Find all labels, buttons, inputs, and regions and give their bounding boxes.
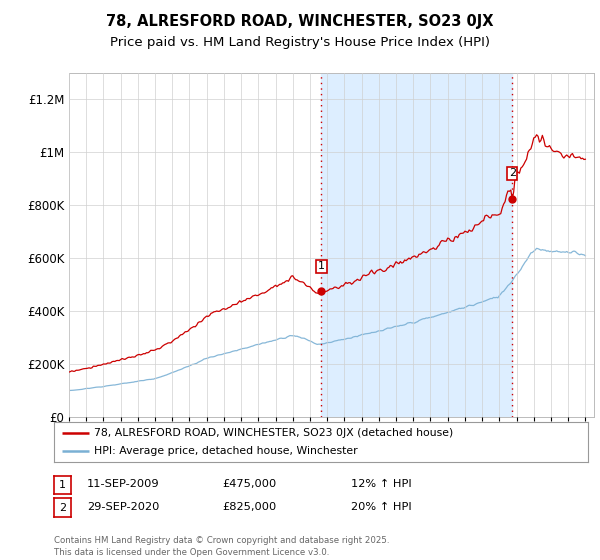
Text: 1: 1 xyxy=(318,261,325,271)
Bar xyxy=(322,73,512,417)
Text: HPI: Average price, detached house, Winchester: HPI: Average price, detached house, Winc… xyxy=(94,446,358,456)
Text: 2: 2 xyxy=(59,503,66,512)
Text: Price paid vs. HM Land Registry's House Price Index (HPI): Price paid vs. HM Land Registry's House … xyxy=(110,36,490,49)
Text: 78, ALRESFORD ROAD, WINCHESTER, SO23 0JX: 78, ALRESFORD ROAD, WINCHESTER, SO23 0JX xyxy=(106,14,494,29)
Text: 2: 2 xyxy=(509,169,516,179)
Text: 78, ALRESFORD ROAD, WINCHESTER, SO23 0JX (detached house): 78, ALRESFORD ROAD, WINCHESTER, SO23 0JX… xyxy=(94,428,454,437)
Text: 20% ↑ HPI: 20% ↑ HPI xyxy=(351,502,412,512)
Text: 1: 1 xyxy=(59,480,66,490)
Text: Contains HM Land Registry data © Crown copyright and database right 2025.
This d: Contains HM Land Registry data © Crown c… xyxy=(54,536,389,557)
Text: 12% ↑ HPI: 12% ↑ HPI xyxy=(351,479,412,489)
Text: £475,000: £475,000 xyxy=(222,479,276,489)
Text: 11-SEP-2009: 11-SEP-2009 xyxy=(87,479,160,489)
Text: 29-SEP-2020: 29-SEP-2020 xyxy=(87,502,160,512)
Text: £825,000: £825,000 xyxy=(222,502,276,512)
